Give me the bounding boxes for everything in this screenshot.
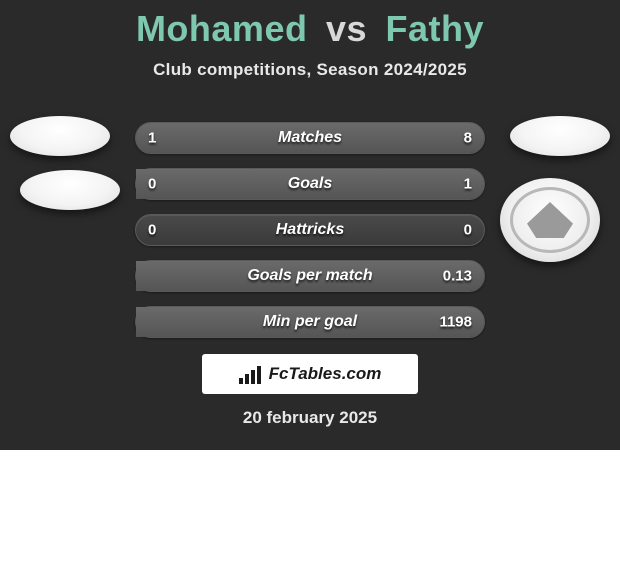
player1-club-badge-2	[20, 170, 120, 210]
title-player2: Fathy	[386, 8, 485, 49]
stat-label: Hattricks	[276, 221, 344, 239]
player1-club-badge-1	[10, 116, 110, 156]
stat-row: 0 1 Goals	[135, 168, 485, 200]
stat-row: 0 0 Hattricks	[135, 214, 485, 246]
stats-container: 1 8 Matches 0 1 Goals 0 0 Hattricks 0.13 Goals per…	[135, 122, 485, 352]
stat-row: 1198 Min per goal	[135, 306, 485, 338]
stat-label: Goals per match	[247, 267, 372, 285]
badge-inner	[510, 187, 590, 253]
branding-badge[interactable]: FcTables.com	[202, 354, 418, 394]
stat-value-right: 0.13	[443, 268, 472, 285]
branding-label: FcTables.com	[269, 364, 382, 384]
player2-club-badge-2	[500, 178, 600, 262]
comparison-card: Mohamed vs Fathy Club competitions, Seas…	[0, 0, 620, 450]
stat-value-left: 0	[148, 176, 156, 193]
bar-chart-icon	[239, 364, 263, 384]
date-label: 20 february 2025	[0, 408, 620, 428]
subtitle: Club competitions, Season 2024/2025	[0, 60, 620, 80]
page-title: Mohamed vs Fathy	[0, 0, 620, 50]
stat-row: 1 8 Matches	[135, 122, 485, 154]
stat-label: Min per goal	[263, 313, 357, 331]
stat-value-left: 1	[148, 130, 156, 147]
stat-row: 0.13 Goals per match	[135, 260, 485, 292]
stat-value-right: 1	[464, 176, 472, 193]
title-player1: Mohamed	[136, 8, 308, 49]
stat-label: Goals	[288, 175, 332, 193]
title-vs: vs	[326, 8, 367, 49]
stat-label: Matches	[278, 129, 342, 147]
player2-club-badge-1	[510, 116, 610, 156]
badge-emblem-icon	[527, 202, 573, 238]
stat-value-right: 1198	[439, 314, 472, 331]
stat-value-right: 0	[464, 222, 472, 239]
stat-value-right: 8	[464, 130, 472, 147]
stat-value-left: 0	[148, 222, 156, 239]
